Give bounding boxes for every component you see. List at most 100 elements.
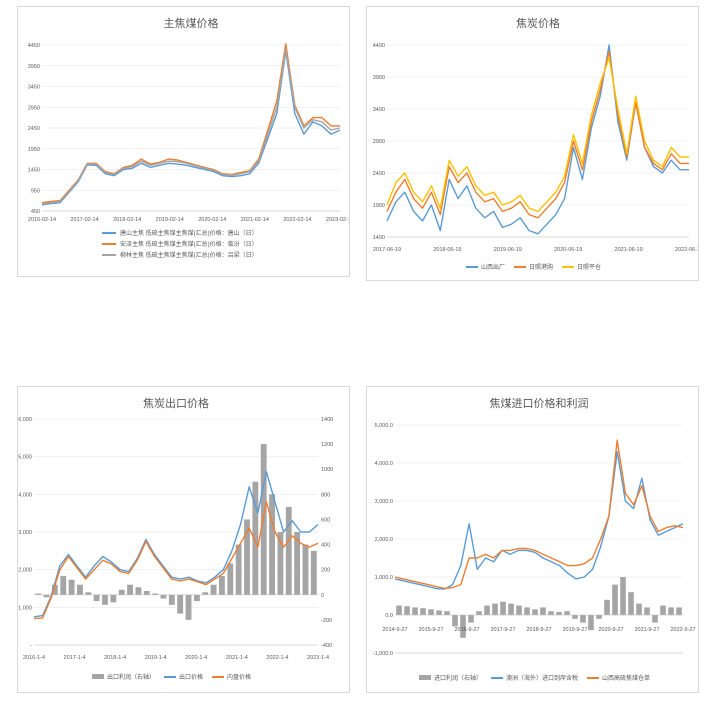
bar-profit xyxy=(269,494,275,595)
y-tick-label: 4,000 xyxy=(18,492,32,498)
x-tick-label: 2019-06-19 xyxy=(494,247,522,253)
bar-profit xyxy=(500,601,506,615)
bar-profit xyxy=(127,584,133,595)
bar-profit xyxy=(476,611,482,615)
bar-profit xyxy=(676,607,682,615)
legend-label: 澳洲（海外）进口到岸含税 xyxy=(506,674,578,682)
chart-coking-coal-price: 主焦煤价格 450 950 1450 1950 2450 2950 3450 3950 4450 2… xyxy=(28,16,349,259)
bar-profit xyxy=(452,615,458,627)
x-tick-label: 2021-9-27 xyxy=(634,627,659,633)
bar-profit xyxy=(580,615,586,623)
x-tick-label: 2017-06-19 xyxy=(373,247,401,253)
bar-profit xyxy=(160,594,167,599)
bar-profit xyxy=(60,575,67,595)
y-tick-label: 3900 xyxy=(373,75,385,81)
y-tick-label: 0.0 xyxy=(385,613,393,619)
y2-tick-label: 1400 xyxy=(321,417,333,423)
series-line xyxy=(394,450,684,590)
x-tick-label: 2020-1-4 xyxy=(185,655,207,661)
y2-tick-label: 1200 xyxy=(321,442,333,448)
bar-profit xyxy=(227,563,234,595)
bar-profit xyxy=(628,592,634,615)
bar-profit xyxy=(43,594,50,598)
series-line xyxy=(386,50,689,219)
y-tick-label: 2,000.0 xyxy=(375,537,393,543)
legend-label: 出口利润（右轴） xyxy=(107,673,155,681)
bar-profit xyxy=(85,592,92,595)
bar-profit xyxy=(143,591,150,595)
x-tick-label: 2018-1-4 xyxy=(104,655,126,661)
y-tick-label: 5,000.0 xyxy=(375,423,393,429)
bar-profit xyxy=(68,579,75,595)
bar-profit xyxy=(310,550,317,595)
series-line xyxy=(41,48,341,205)
bar-profit xyxy=(51,584,58,595)
x-tick-label: 2020-02-14 xyxy=(198,217,226,223)
x-tick-label: 2016-9-27 xyxy=(454,627,479,633)
bar-profit xyxy=(572,615,578,619)
bar-profit xyxy=(93,594,100,602)
y-tick-label: 2400 xyxy=(373,171,385,177)
y2-tick-label: 0 xyxy=(321,593,324,599)
bar-profit xyxy=(652,615,658,623)
bar-profit xyxy=(636,603,642,615)
bar-profit xyxy=(210,584,217,595)
series-line xyxy=(386,57,689,213)
chart-title: 焦炭出口价格 xyxy=(143,396,209,410)
y2-tick-label: 400 xyxy=(321,543,330,549)
series-line xyxy=(33,501,319,620)
legend-label: 出口价格 xyxy=(179,673,203,681)
chart-panel-coke-export: 焦炭出口价格 - 1,000 2,000 3,000 4,000 5,000 6,000 -40… xyxy=(17,386,350,693)
x-tick-label: 2018-9-27 xyxy=(526,627,551,633)
y-tick-label: 5,000 xyxy=(18,455,32,461)
x-tick-label: 2022-1-4 xyxy=(266,655,288,661)
y-tick-label: 6,000 xyxy=(18,417,32,423)
bar-profit xyxy=(102,594,108,605)
y-tick-label: 2,000 xyxy=(18,568,32,574)
x-tick-label: 2017-1-4 xyxy=(64,655,86,661)
x-tick-label: 2018-06-19 xyxy=(433,247,461,253)
bar-profit xyxy=(532,609,538,615)
bar-profit xyxy=(604,599,610,615)
legend-label: 日照港购 xyxy=(529,263,553,271)
y-tick-label: 450 xyxy=(31,209,40,215)
x-tick-label: 2019-1-4 xyxy=(145,655,167,661)
bar-profit xyxy=(294,532,301,595)
bar-profit xyxy=(404,606,410,615)
bar-profit xyxy=(193,594,200,602)
bar-profit xyxy=(412,607,418,615)
chart-title: 主焦煤价格 xyxy=(164,16,219,30)
chart-panel-coal-import: 焦煤进口价格和利润 -1,000.0 0.0 1,000.0 2,000.0 3,000.… xyxy=(366,386,699,693)
bar-profit xyxy=(444,611,450,615)
x-tick-label: 2022-06-19 xyxy=(675,247,698,253)
y-tick-label: -1,000.0 xyxy=(373,651,393,657)
bar-profit xyxy=(118,589,125,595)
bar-profit xyxy=(135,587,142,595)
series-line xyxy=(33,470,319,618)
y-tick-label: 1450 xyxy=(28,168,40,174)
bar-profit xyxy=(252,481,259,595)
bar-profit xyxy=(612,584,618,615)
x-tick-label: 2021-02-14 xyxy=(241,217,269,223)
x-tick-label: 2016-02-14 xyxy=(28,217,56,223)
y-tick-label: - xyxy=(30,643,32,649)
x-tick-label: 2020-06-19 xyxy=(554,247,582,253)
y-tick-label: 1950 xyxy=(28,147,40,153)
x-tick-label: 2021-06-19 xyxy=(615,247,643,253)
legend-swatch xyxy=(92,674,104,679)
bar-profit xyxy=(556,611,562,615)
bar-profit xyxy=(588,615,594,631)
bar-profit xyxy=(548,611,554,615)
legend-swatch xyxy=(419,675,431,680)
bar-profit xyxy=(202,592,209,595)
bar-profit xyxy=(77,584,83,595)
y-tick-label: 3,000.0 xyxy=(375,499,393,505)
x-tick-label: 2017-02-14 xyxy=(71,217,99,223)
y2-tick-label: -400 xyxy=(321,643,332,649)
chart-coke-price: 焦炭价格 1400 1900 2400 2900 3400 3900 4400 2017-06-… xyxy=(373,16,698,271)
bar-profit xyxy=(644,607,650,615)
legend-label: 山西高硫焦煤仓单 xyxy=(602,674,650,682)
bar-profit xyxy=(492,603,498,615)
series-line xyxy=(41,43,340,204)
bar-profit xyxy=(35,593,42,595)
